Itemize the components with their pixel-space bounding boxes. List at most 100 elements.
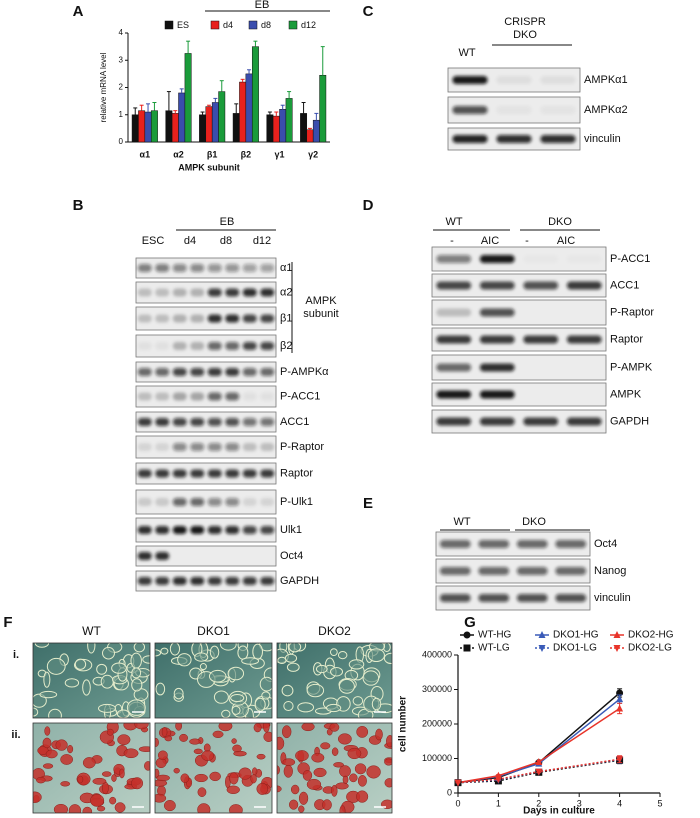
band: [260, 498, 275, 506]
stained-cell: [354, 763, 367, 775]
band: [436, 308, 472, 317]
band: [137, 498, 152, 506]
band: [225, 342, 240, 350]
band: [172, 314, 187, 323]
error-bar: [234, 103, 239, 114]
blot-strip: [135, 435, 277, 459]
blot-row-label: AMPKα2: [584, 104, 628, 116]
column-label: DKO1: [197, 624, 230, 638]
bar: [144, 111, 152, 143]
blot-strip: [431, 299, 607, 326]
blot-strip: [435, 558, 591, 584]
legend-label: DKO1-HG: [553, 630, 599, 641]
panel-letter: G: [464, 614, 476, 631]
colony: [131, 678, 143, 692]
colony: [169, 643, 181, 656]
group-label: WT: [453, 516, 470, 528]
micrograph-frame: [154, 722, 273, 814]
bar: [266, 114, 274, 143]
x-tick-label: 3: [577, 798, 582, 808]
lane-label: ESC: [142, 235, 165, 247]
band: [242, 342, 257, 350]
band: [439, 567, 471, 575]
blot-strip: [135, 257, 277, 279]
colony: [362, 670, 380, 686]
blot-background: [135, 545, 277, 567]
legend-marker: [613, 631, 621, 638]
band: [479, 417, 515, 426]
colony: [209, 645, 220, 659]
stained-cell: [331, 747, 339, 756]
band: [555, 540, 587, 548]
stained-cell: [134, 723, 149, 730]
stained-cell: [226, 785, 240, 794]
blot-background: [431, 409, 607, 434]
stained-cell: [349, 773, 358, 783]
band: [516, 540, 548, 548]
colony: [96, 663, 108, 675]
legend-label: WT-HG: [478, 630, 512, 641]
colony: [173, 687, 184, 700]
band: [190, 498, 205, 506]
stained-cell: [77, 775, 84, 784]
colony: [329, 648, 338, 657]
band: [242, 392, 257, 401]
band: [260, 314, 275, 323]
lane-label: d12: [253, 235, 271, 247]
colony: [286, 662, 300, 672]
panel-letter: F: [3, 614, 12, 631]
micrograph-frame: [276, 722, 393, 814]
colony: [100, 674, 114, 689]
stained-cell: [101, 771, 112, 777]
group-label: DKO: [548, 216, 572, 228]
band: [260, 392, 275, 401]
band: [452, 135, 488, 143]
error-bar: [146, 103, 151, 113]
stained-cell: [164, 735, 173, 742]
band: [207, 443, 222, 451]
band: [225, 526, 240, 534]
stained-cell: [256, 782, 269, 795]
band: [496, 106, 532, 114]
blot-strip: [431, 327, 607, 352]
stained-cell: [311, 752, 325, 763]
band: [478, 540, 510, 548]
band: [225, 418, 240, 426]
series-line: [457, 707, 621, 784]
error-bar: [206, 104, 211, 107]
band: [137, 392, 152, 401]
band: [540, 76, 576, 84]
band: [478, 567, 510, 575]
band: [225, 314, 240, 323]
error-bar: [253, 40, 258, 47]
blot-background: [135, 570, 277, 592]
blot-row-label: P-ACC1: [610, 253, 650, 265]
band: [242, 288, 257, 297]
data-point: [535, 768, 543, 776]
micrograph-frame: [154, 642, 273, 719]
stained-cell: [233, 750, 247, 757]
band: [155, 552, 170, 560]
stained-cell: [36, 777, 46, 784]
stained-cell: [106, 728, 114, 736]
band: [207, 342, 222, 350]
colony: [116, 709, 130, 718]
band: [452, 76, 488, 84]
blot-strip: [447, 127, 581, 151]
bar: [138, 110, 146, 143]
band: [137, 288, 152, 297]
error-bar: [133, 107, 138, 115]
blot-strip: [135, 517, 277, 543]
x-tick-label: 2: [536, 798, 541, 808]
stained-cell: [356, 790, 369, 803]
blot-row-label: Raptor: [280, 467, 313, 479]
band: [190, 526, 205, 534]
error-bar: [200, 111, 205, 115]
stained-cell: [238, 767, 252, 780]
blot-background: [135, 435, 277, 459]
micrograph-frame: [276, 642, 393, 719]
stained-cell: [329, 723, 340, 732]
blot-strip: [431, 273, 607, 298]
colony: [43, 671, 51, 688]
